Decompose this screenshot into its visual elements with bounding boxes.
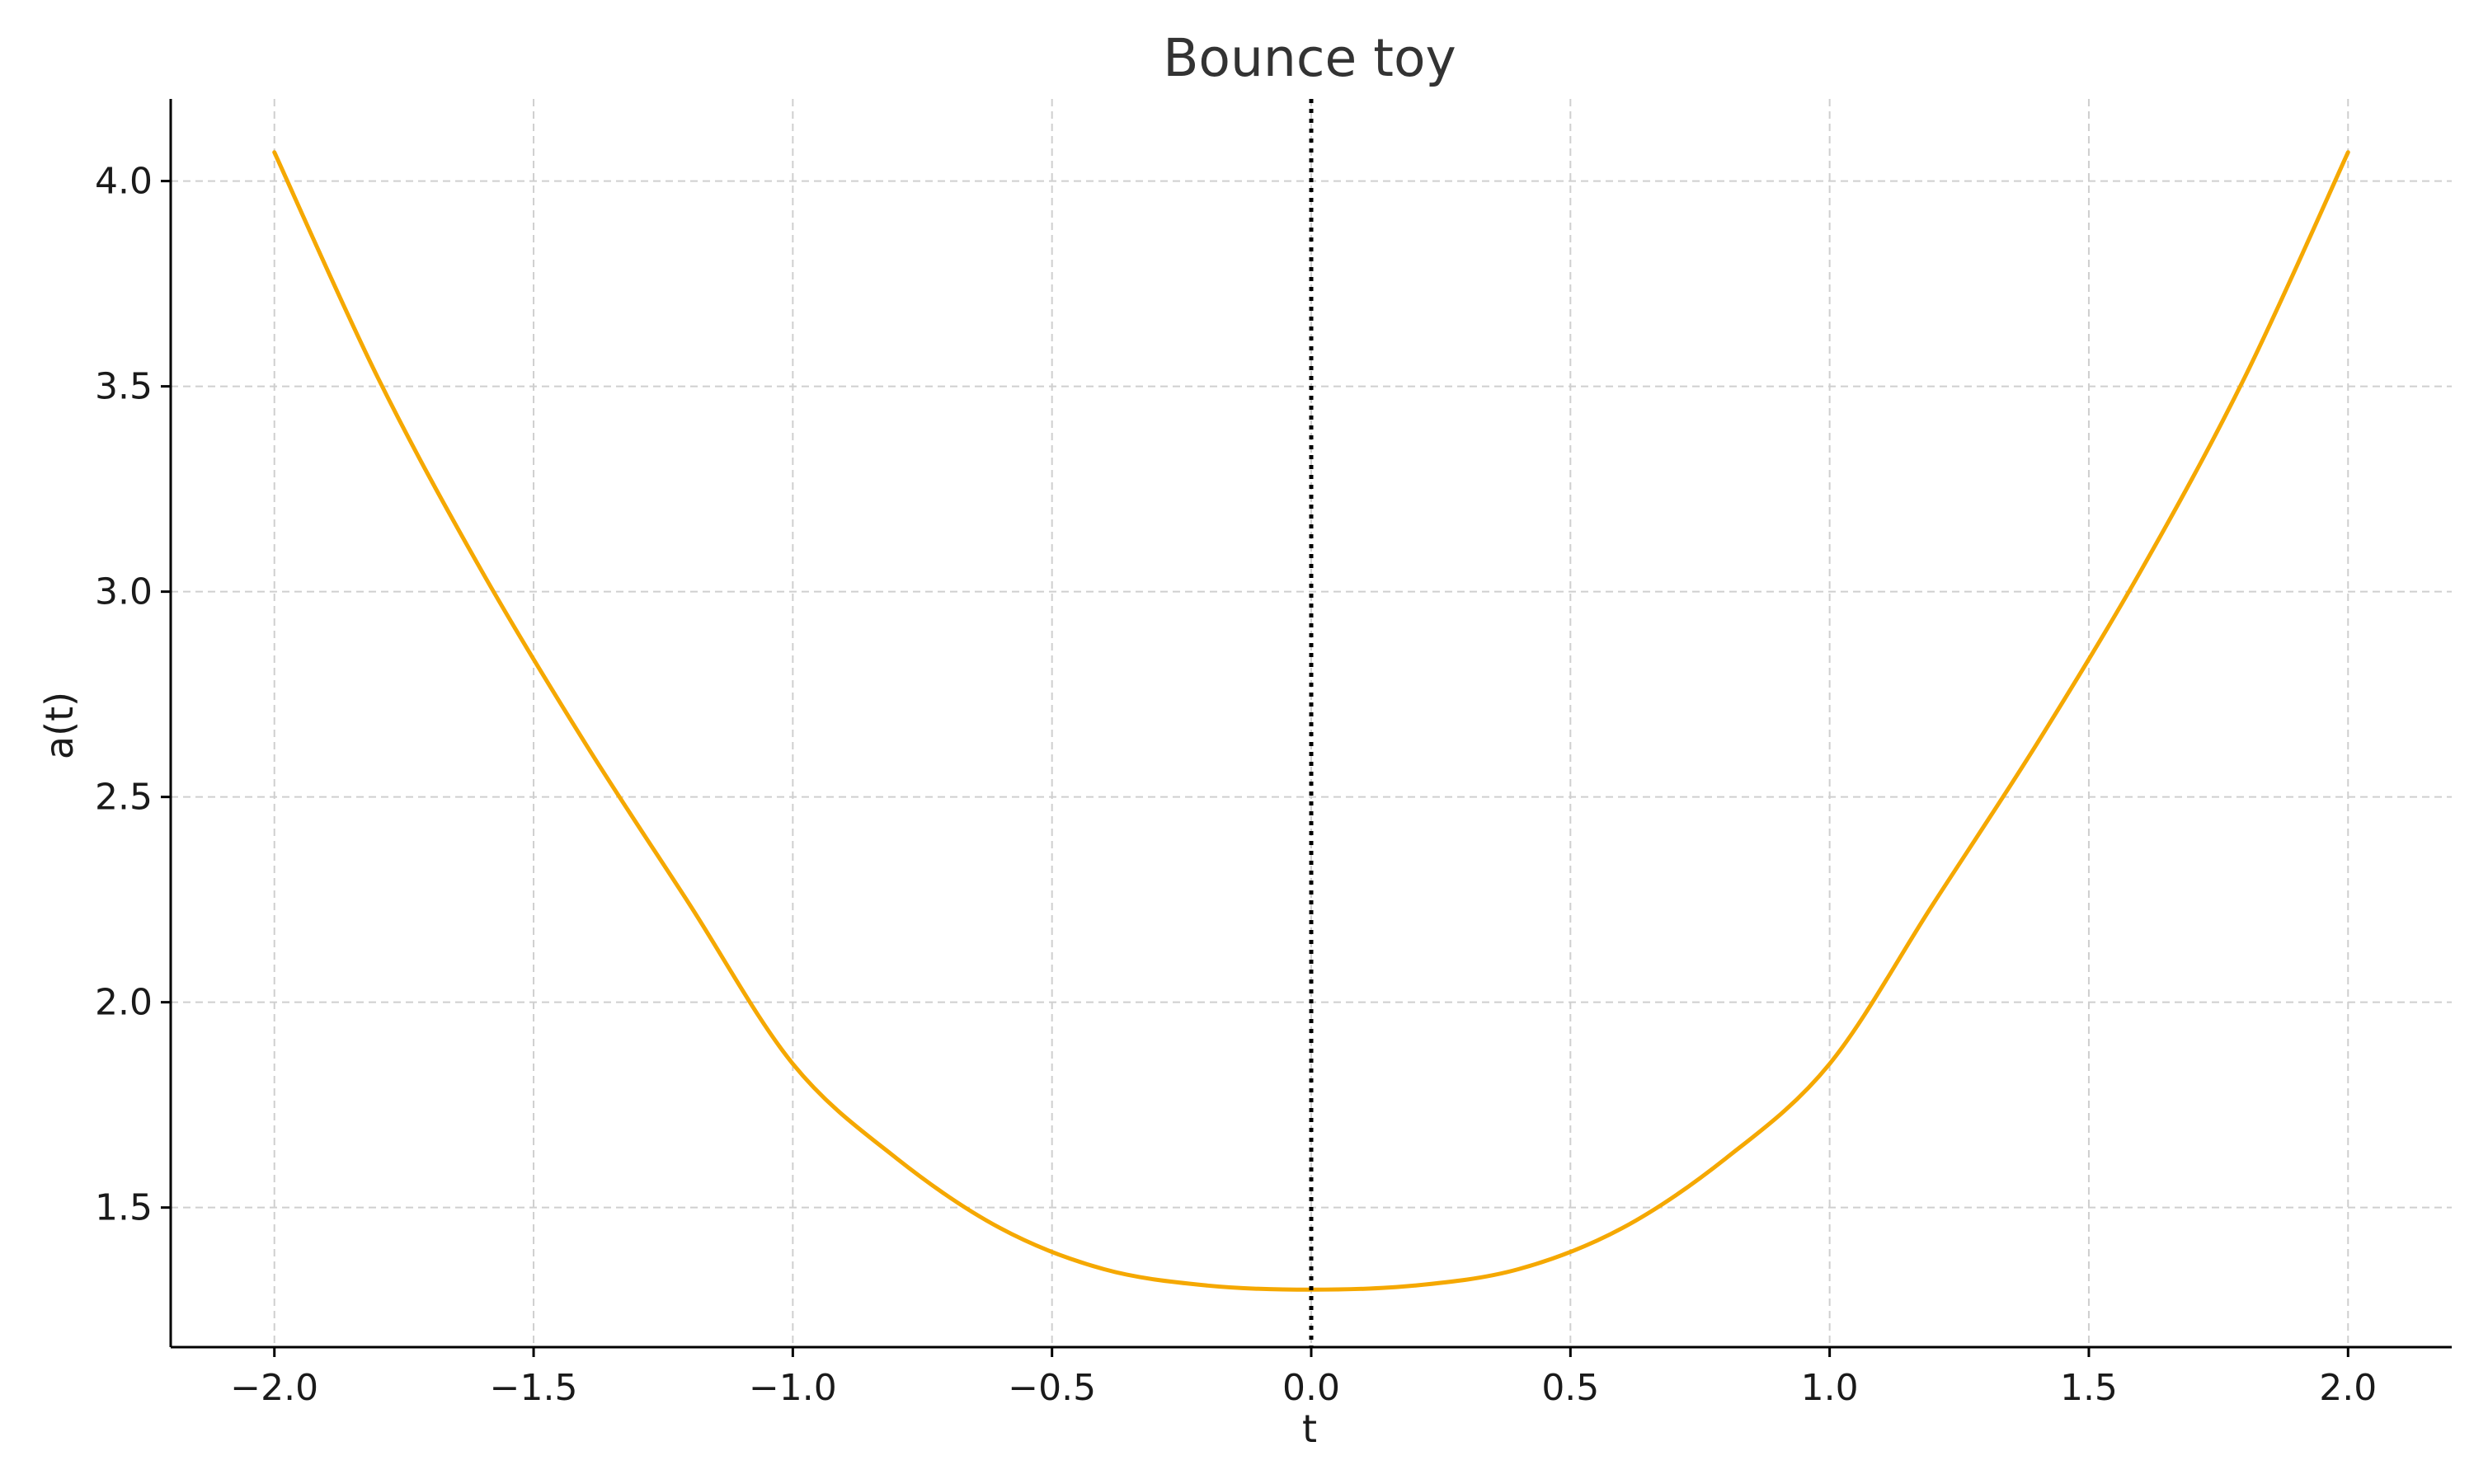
plot-area xyxy=(272,99,2350,1347)
x-tick-label: 2.0 xyxy=(2319,1367,2377,1409)
ticks: −2.0 −1.5 −1.0 −0.5 0.0 0.5 1.0 1.5 2.0 1.5 2.0 2.5… xyxy=(95,161,2377,1409)
y-tick-label: 4.0 xyxy=(95,161,153,203)
x-tick-label: 1.0 xyxy=(1801,1367,1859,1409)
x-tick-label: 0.5 xyxy=(1541,1367,1599,1409)
y-tick-label: 2.0 xyxy=(95,982,153,1024)
x-tick-label: 1.5 xyxy=(2060,1367,2118,1409)
x-tick-label: −0.5 xyxy=(1008,1367,1096,1409)
y-axis-label: a(t) xyxy=(37,692,82,759)
y-tick-label: 2.5 xyxy=(95,777,153,819)
x-tick-label: −1.0 xyxy=(749,1367,837,1409)
x-tick-label: 0.0 xyxy=(1282,1367,1340,1409)
y-tick-label: 1.5 xyxy=(95,1187,153,1229)
x-tick-label: −1.5 xyxy=(490,1367,578,1409)
chart-title: Bounce toy xyxy=(1163,28,1456,88)
y-tick-label: 3.5 xyxy=(95,366,153,408)
x-axis-label: t xyxy=(1302,1407,1317,1451)
x-tick-label: −2.0 xyxy=(230,1367,318,1409)
y-tick-label: 3.0 xyxy=(95,571,153,613)
